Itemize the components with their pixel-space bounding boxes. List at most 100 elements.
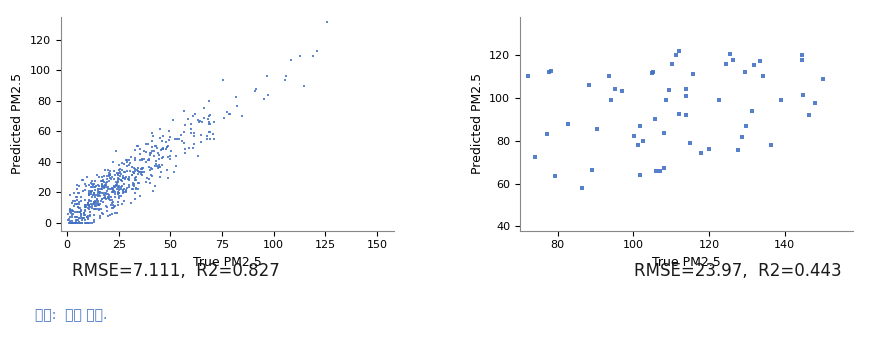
Point xyxy=(719,61,733,67)
Point xyxy=(169,137,183,142)
Point xyxy=(90,188,104,194)
Point xyxy=(149,163,163,169)
Point xyxy=(154,148,168,153)
Point xyxy=(95,210,109,216)
Point xyxy=(149,158,163,163)
Point xyxy=(801,112,815,118)
Point xyxy=(678,112,692,118)
Point xyxy=(72,220,86,225)
Point xyxy=(653,168,667,174)
Point xyxy=(131,186,145,191)
Point xyxy=(63,215,76,220)
Point xyxy=(90,197,104,202)
Point xyxy=(83,197,96,202)
Point xyxy=(134,169,148,175)
Point xyxy=(116,190,130,195)
Point xyxy=(73,220,87,226)
Point xyxy=(63,210,76,215)
Point xyxy=(83,212,96,218)
Point xyxy=(102,173,116,178)
Point xyxy=(107,204,121,210)
Point xyxy=(83,192,97,197)
Point xyxy=(132,170,146,175)
Point xyxy=(104,202,118,208)
Point xyxy=(70,194,84,199)
Point xyxy=(646,70,660,75)
Point xyxy=(76,211,90,216)
Point xyxy=(126,180,140,185)
Point xyxy=(75,208,89,214)
Point xyxy=(88,207,102,212)
Point xyxy=(110,200,124,205)
Point xyxy=(102,172,116,177)
Point xyxy=(106,159,120,164)
Point xyxy=(248,88,262,94)
Point xyxy=(84,201,98,206)
Point xyxy=(70,201,83,206)
Point xyxy=(150,163,164,168)
Point xyxy=(145,144,159,150)
Point xyxy=(64,211,78,216)
Point xyxy=(90,193,103,198)
Point xyxy=(71,204,85,210)
Point xyxy=(112,187,126,192)
Point xyxy=(145,139,159,144)
Point xyxy=(156,163,169,168)
Point xyxy=(202,121,216,126)
Text: RMSE=7.111,  R2=0.827: RMSE=7.111, R2=0.827 xyxy=(72,262,280,280)
Point xyxy=(114,178,128,183)
Point xyxy=(115,167,129,173)
Point xyxy=(83,220,96,226)
Point xyxy=(128,196,142,201)
Point xyxy=(114,186,128,192)
Point xyxy=(163,154,177,159)
Point xyxy=(160,167,174,173)
Point xyxy=(108,189,122,195)
Point xyxy=(152,165,166,170)
Point xyxy=(746,62,760,67)
Point xyxy=(131,168,145,174)
Point xyxy=(97,195,111,201)
Point xyxy=(143,156,156,161)
Point xyxy=(93,190,107,196)
Point xyxy=(120,185,134,191)
Point xyxy=(129,155,143,161)
Point xyxy=(222,112,235,117)
Point xyxy=(96,178,110,183)
Point xyxy=(192,120,206,125)
Point xyxy=(659,97,673,103)
Point xyxy=(79,220,93,226)
Point xyxy=(155,146,169,152)
Point xyxy=(96,199,109,204)
Point xyxy=(68,201,82,207)
Point xyxy=(585,167,599,173)
Point xyxy=(119,187,133,193)
Point xyxy=(111,202,125,208)
Point xyxy=(169,153,182,158)
Point xyxy=(130,180,144,185)
Point xyxy=(131,172,145,177)
Point xyxy=(133,151,147,156)
Point xyxy=(103,175,116,181)
Point xyxy=(107,177,121,182)
Point xyxy=(686,71,700,76)
Point xyxy=(93,190,107,195)
Point xyxy=(77,198,91,203)
Point xyxy=(112,185,126,191)
Point xyxy=(66,208,80,214)
Point xyxy=(678,94,692,99)
Point xyxy=(176,139,189,144)
Point xyxy=(108,210,122,215)
Point xyxy=(82,203,96,208)
Point xyxy=(98,196,112,201)
Point xyxy=(201,117,215,122)
Point xyxy=(206,137,220,142)
Point xyxy=(589,126,603,132)
Point xyxy=(103,186,117,192)
Point xyxy=(95,197,109,202)
Point xyxy=(155,138,169,144)
Point xyxy=(547,173,561,179)
Point xyxy=(87,192,101,197)
Point xyxy=(95,206,109,212)
Point xyxy=(128,166,142,172)
